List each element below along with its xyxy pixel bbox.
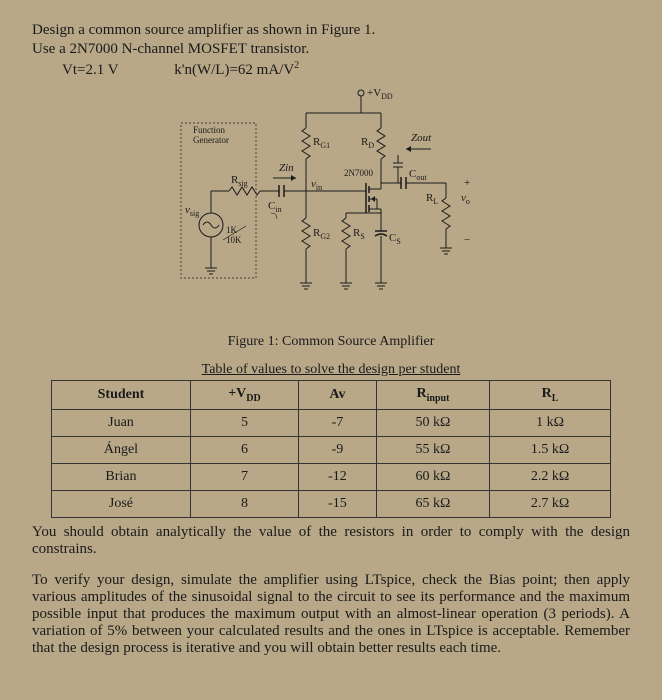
rg2-label: RG2 — [313, 227, 330, 241]
cout-label: Cout — [409, 168, 427, 182]
rg1-label: RG1 — [313, 136, 330, 150]
col-rinput: Rinput — [376, 381, 489, 410]
cell-student: Ángel — [52, 436, 191, 463]
parameters-line: Vt=2.1 V k'n(W/L)=62 mA/V2 — [32, 60, 630, 79]
figure-wrap: +VDD Function Generator RG1 RD Zout Zin — [32, 83, 630, 328]
rs-label: RS — [353, 227, 365, 241]
cell-vdd: 6 — [190, 436, 298, 463]
ground-icon — [440, 248, 452, 254]
design-table: Student +VDD Av Rinput RL Juan 5 -7 50 k… — [51, 380, 611, 518]
table-caption: Table of values to solve the design per … — [32, 362, 630, 378]
ground-icon — [340, 283, 352, 289]
intro-block: Design a common source amplifier as show… — [32, 22, 630, 58]
intro-line-2: Use a 2N7000 N-channel MOSFET transistor… — [32, 41, 630, 58]
rl-label: RL — [426, 192, 438, 206]
cell-vdd: 7 — [190, 463, 298, 490]
cell-student: Juan — [52, 409, 191, 436]
table-header-row: Student +VDD Av Rinput RL — [52, 381, 611, 410]
cell-student: José — [52, 490, 191, 517]
func-gen-l1: Function — [193, 125, 226, 135]
intro-line-1: Design a common source amplifier as show… — [32, 22, 630, 39]
kn-prefix: k'n(W/L)=62 mA/V — [174, 62, 294, 79]
table-row: Juan 5 -7 50 kΩ 1 kΩ — [52, 409, 611, 436]
ground-icon — [300, 283, 312, 289]
cell-rl: 1 kΩ — [490, 409, 611, 436]
vt-label: Vt=2.1 V — [62, 62, 119, 79]
rsig-label: Rsig — [231, 174, 248, 188]
col-av: Av — [299, 381, 377, 410]
mosfet-label: 2N7000 — [344, 168, 373, 178]
func-gen-l2: Generator — [193, 135, 229, 145]
paragraph-1: You should obtain analytically the value… — [32, 524, 630, 558]
cell-rin: 65 kΩ — [376, 490, 489, 517]
col-vdd: +VDD — [190, 381, 298, 410]
ground-icon — [205, 268, 217, 274]
rd-label: RD — [361, 136, 374, 150]
vsig-label: vsig — [185, 204, 199, 218]
col-student: Student — [52, 381, 191, 410]
zout-label: Zout — [411, 132, 432, 144]
cs-label: CS — [389, 232, 401, 246]
schematic-svg: +VDD Function Generator RG1 RD Zout Zin — [171, 83, 491, 323]
cell-rin: 60 kΩ — [376, 463, 489, 490]
cell-rl: 1.5 kΩ — [490, 436, 611, 463]
cell-vdd: 8 — [190, 490, 298, 517]
table-row: Brian 7 -12 60 kΩ 2.2 kΩ — [52, 463, 611, 490]
table-row: José 8 -15 65 kΩ 2.7 kΩ — [52, 490, 611, 517]
col-rl: RL — [490, 381, 611, 410]
page: Design a common source amplifier as show… — [0, 0, 662, 699]
vo-label: vo — [461, 192, 470, 206]
paragraph-2: To verify your design, simulate the ampl… — [32, 572, 630, 657]
cell-av: -15 — [299, 490, 377, 517]
table-row: Ángel 6 -9 55 kΩ 1.5 kΩ — [52, 436, 611, 463]
ground-icon — [375, 283, 387, 289]
cell-rl: 2.7 kΩ — [490, 490, 611, 517]
kn-exponent: 2 — [294, 60, 299, 71]
figure-caption: Figure 1: Common Source Amplifier — [32, 334, 630, 350]
cin-label: Cin — [268, 200, 282, 214]
cell-rl: 2.2 kΩ — [490, 463, 611, 490]
cell-rin: 55 kΩ — [376, 436, 489, 463]
cell-av: -12 — [299, 463, 377, 490]
cell-vdd: 5 — [190, 409, 298, 436]
vdd-label: +VDD — [367, 87, 393, 101]
bottom-r1: 1K — [226, 225, 238, 235]
cell-av: -9 — [299, 436, 377, 463]
plus-sign: + — [464, 177, 470, 189]
kn-label: k'n(W/L)=62 mA/V2 — [174, 60, 299, 79]
zin-label: Zin — [279, 162, 294, 174]
cell-av: -7 — [299, 409, 377, 436]
cell-student: Brian — [52, 463, 191, 490]
minus-sign: − — [464, 234, 470, 246]
vin-label: vin — [311, 178, 322, 192]
cell-rin: 50 kΩ — [376, 409, 489, 436]
